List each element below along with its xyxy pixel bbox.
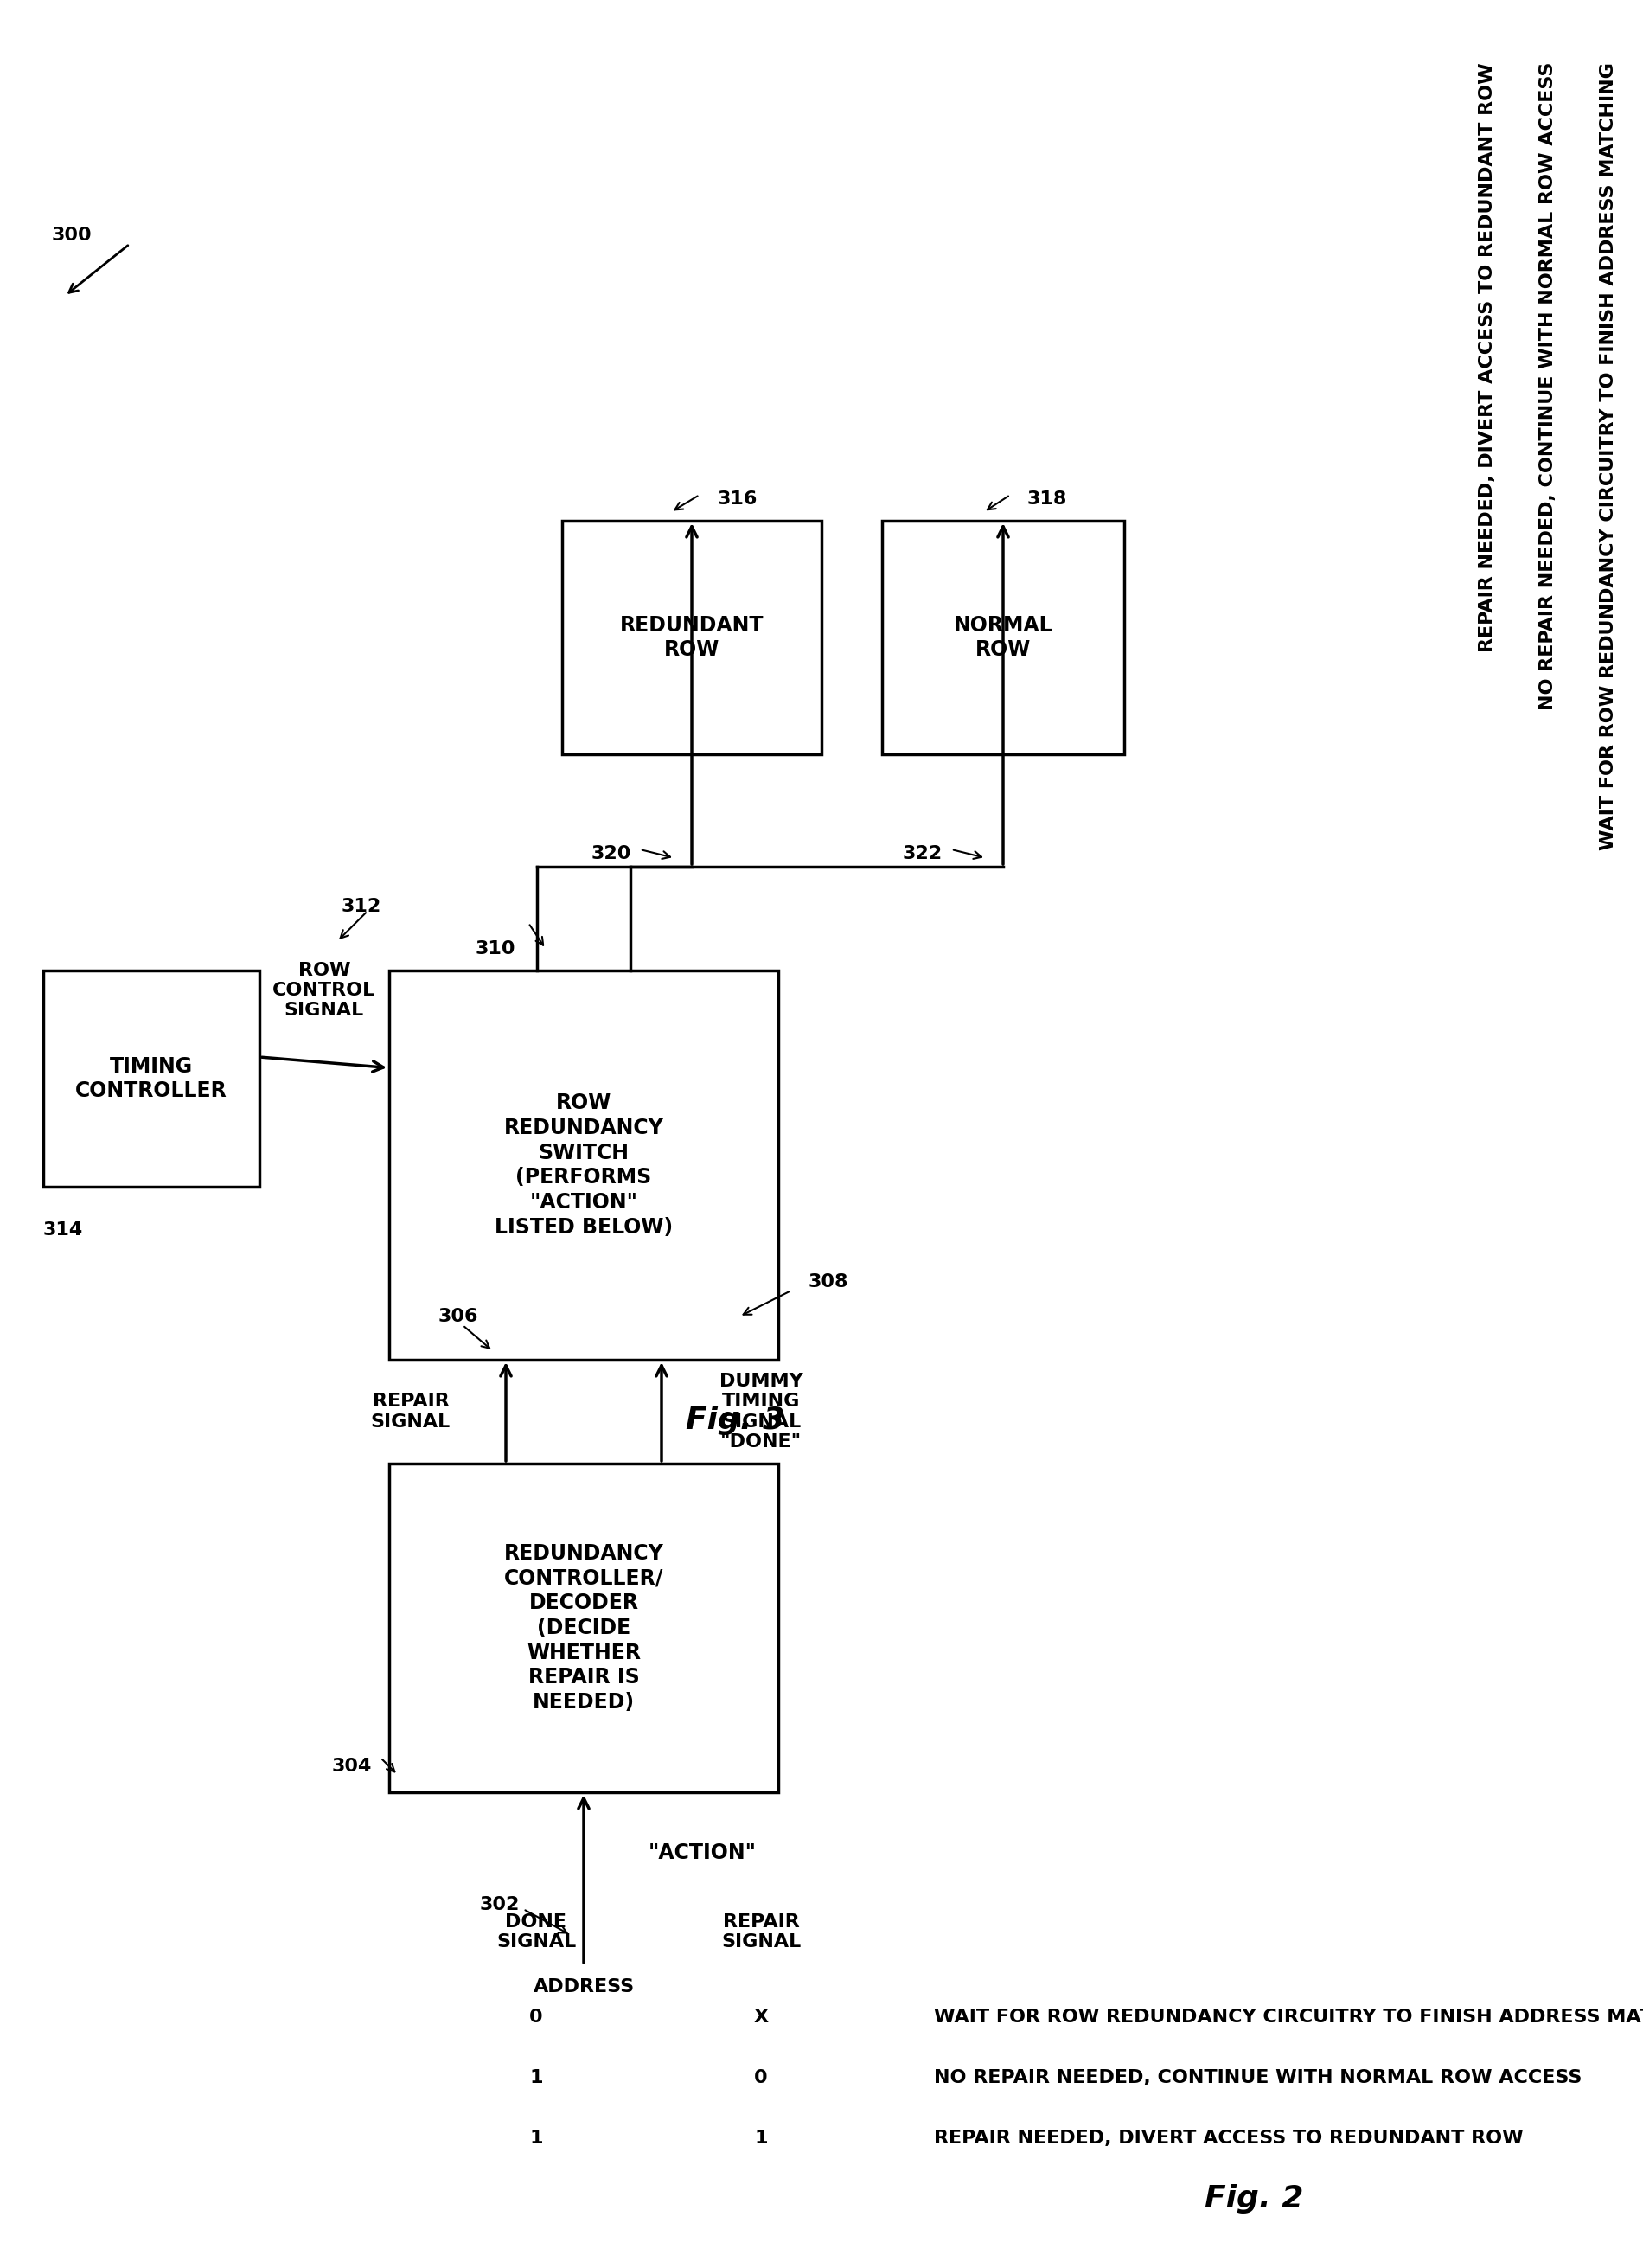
Text: ROW
REDUNDANCY
SWITCH
(PERFORMS
"ACTION"
LISTED BELOW): ROW REDUNDANCY SWITCH (PERFORMS "ACTION"… [495, 1093, 674, 1238]
Text: 320: 320 [591, 846, 631, 862]
Text: Fig. 3: Fig. 3 [685, 1406, 784, 1436]
Text: WAIT FOR ROW REDUNDANCY CIRCUITRY TO FINISH ADDRESS MATCHING: WAIT FOR ROW REDUNDANCY CIRCUITRY TO FIN… [1600, 61, 1617, 850]
Text: REPAIR
SIGNAL: REPAIR SIGNAL [721, 1914, 800, 1950]
Text: ROW
CONTROL
SIGNAL: ROW CONTROL SIGNAL [273, 962, 376, 1018]
Text: NORMAL
ROW: NORMAL ROW [953, 615, 1053, 660]
FancyBboxPatch shape [43, 971, 260, 1186]
Text: 1: 1 [529, 2130, 542, 2148]
FancyBboxPatch shape [562, 522, 822, 755]
Text: 310: 310 [475, 941, 516, 957]
Text: REPAIR
SIGNAL: REPAIR SIGNAL [371, 1393, 450, 1431]
Text: ADDRESS: ADDRESS [532, 1978, 634, 1996]
Text: WAIT FOR ROW REDUNDANCY CIRCUITRY TO FINISH ADDRESS MATCHING: WAIT FOR ROW REDUNDANCY CIRCUITRY TO FIN… [933, 2009, 1643, 2025]
Text: NO REPAIR NEEDED, CONTINUE WITH NORMAL ROW ACCESS: NO REPAIR NEEDED, CONTINUE WITH NORMAL R… [933, 2068, 1582, 2087]
Text: 312: 312 [342, 898, 381, 916]
Text: 322: 322 [902, 846, 943, 862]
Text: 308: 308 [808, 1272, 849, 1290]
Text: REPAIR NEEDED, DIVERT ACCESS TO REDUNDANT ROW: REPAIR NEEDED, DIVERT ACCESS TO REDUNDAN… [933, 2130, 1523, 2148]
Text: DUMMY
TIMING
SIGNAL
"DONE": DUMMY TIMING SIGNAL "DONE" [720, 1372, 803, 1452]
Text: 0: 0 [529, 2009, 542, 2025]
Text: REDUNDANT
ROW: REDUNDANT ROW [619, 615, 764, 660]
Text: Fig. 2: Fig. 2 [1204, 2184, 1303, 2214]
Text: NO REPAIR NEEDED, CONTINUE WITH NORMAL ROW ACCESS: NO REPAIR NEEDED, CONTINUE WITH NORMAL R… [1539, 61, 1556, 710]
Text: 314: 314 [43, 1222, 84, 1238]
Text: X: X [754, 2009, 769, 2025]
Text: 300: 300 [53, 227, 92, 245]
FancyBboxPatch shape [882, 522, 1124, 755]
Text: TIMING
CONTROLLER: TIMING CONTROLLER [76, 1057, 227, 1102]
Text: REDUNDANCY
CONTROLLER/
DECODER
(DECIDE
WHETHER
REPAIR IS
NEEDED): REDUNDANCY CONTROLLER/ DECODER (DECIDE W… [504, 1542, 664, 1712]
Text: 318: 318 [1027, 490, 1068, 508]
Text: 304: 304 [332, 1758, 371, 1776]
Text: 306: 306 [439, 1309, 478, 1325]
Text: 0: 0 [754, 2068, 767, 2087]
Text: REPAIR NEEDED, DIVERT ACCESS TO REDUNDANT ROW: REPAIR NEEDED, DIVERT ACCESS TO REDUNDAN… [1479, 61, 1497, 651]
Text: 1: 1 [754, 2130, 767, 2148]
Text: "ACTION": "ACTION" [649, 1842, 757, 1864]
FancyBboxPatch shape [389, 971, 779, 1361]
Text: DONE
SIGNAL: DONE SIGNAL [496, 1914, 577, 1950]
Text: 316: 316 [718, 490, 757, 508]
FancyBboxPatch shape [389, 1463, 779, 1792]
Text: 302: 302 [480, 1896, 521, 1914]
Text: 1: 1 [529, 2068, 542, 2087]
